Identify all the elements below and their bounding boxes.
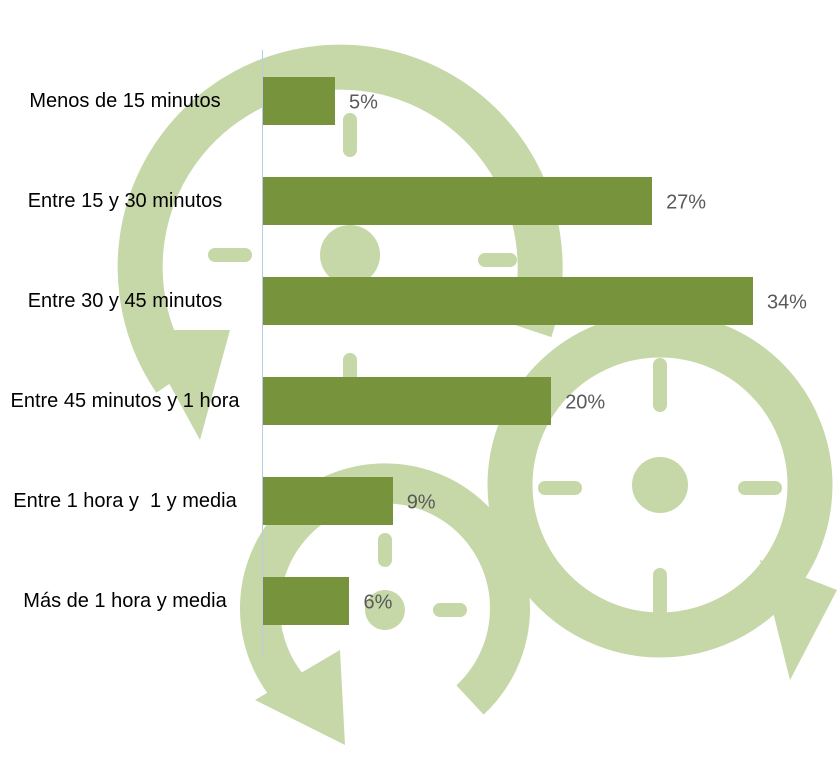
bar (263, 77, 335, 125)
bar (263, 377, 551, 425)
category-label: Entre 30 y 45 minutos (5, 286, 245, 316)
axis-line (262, 50, 263, 655)
value-label: 9% (407, 492, 436, 515)
value-label: 27% (666, 192, 706, 215)
category-label: Entre 1 hora y 1 y media (5, 486, 245, 516)
bar (263, 577, 349, 625)
chart: Menos de 15 minutos 5% Entre 15 y 30 minut… (0, 0, 837, 760)
category-label: Menos de 15 minutos (5, 86, 245, 116)
value-label: 6% (363, 592, 392, 615)
bar (263, 277, 753, 325)
category-label: Más de 1 hora y media (5, 586, 245, 616)
value-label: 5% (349, 92, 378, 115)
value-label: 34% (767, 292, 807, 315)
bar (263, 477, 393, 525)
category-label: Entre 45 minutos y 1 hora (5, 386, 245, 416)
value-label: 20% (565, 392, 605, 415)
category-label: Entre 15 y 30 minutos (5, 186, 245, 216)
bar (263, 177, 652, 225)
